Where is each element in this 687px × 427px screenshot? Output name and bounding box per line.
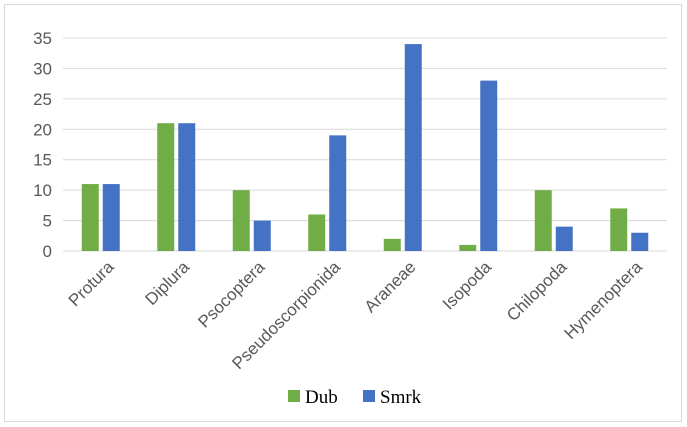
bar-smrk-chilopoda: [555, 226, 573, 251]
x-tick-label: Araneae: [361, 257, 420, 316]
y-tick-label: 30: [33, 59, 52, 78]
bar-dub-araneae: [383, 238, 401, 251]
y-tick-label: 0: [43, 242, 52, 261]
bar-dub-hymenoptera: [610, 208, 628, 251]
bar-smrk-hymenoptera: [631, 232, 649, 251]
bars: [81, 44, 649, 252]
legend-swatch-smrk: [363, 390, 375, 402]
bar-smrk-diplura: [178, 123, 196, 251]
x-tick-label: Isopoda: [439, 257, 496, 314]
x-tick-label: Psocoptera: [194, 257, 269, 332]
y-axis-ticks: 0 5 10 15 20 25 30 35: [33, 29, 52, 261]
y-tick-label: 10: [33, 181, 52, 200]
legend-swatch-dub: [288, 390, 300, 402]
legend: Dub Smrk: [288, 387, 422, 408]
bar-smrk-psocoptera: [253, 220, 271, 251]
bar-smrk-isopoda: [480, 80, 498, 251]
bar-dub-diplura: [157, 123, 175, 251]
gridlines: [63, 37, 667, 252]
bar-smrk-protura: [102, 184, 120, 251]
bar-dub-pseudoscorpionida: [308, 214, 326, 251]
bar-dub-psocoptera: [232, 190, 250, 251]
bar-dub-chilopoda: [534, 190, 552, 251]
y-tick-label: 5: [43, 212, 52, 231]
legend-label-dub: Dub: [305, 387, 338, 408]
x-axis-ticks: Protura Diplura PsocopteraPseudoscorpionid…: [65, 257, 647, 373]
legend-label-smrk: Smrk: [380, 387, 422, 408]
y-tick-label: 15: [33, 151, 52, 170]
x-tick-label: Diplura: [142, 257, 194, 309]
bar-smrk-pseudoscorpionida: [329, 135, 347, 251]
x-tick-label: Protura: [65, 257, 118, 310]
bar-smrk-araneae: [404, 44, 422, 252]
x-tick-label: Chilopoda: [503, 257, 571, 325]
y-tick-label: 25: [33, 90, 52, 109]
bar-dub-protura: [81, 184, 99, 251]
bar-dub-isopoda: [459, 244, 477, 251]
y-tick-label: 20: [33, 120, 52, 139]
x-tick-label: Hymenoptera: [560, 257, 646, 343]
y-tick-label: 35: [33, 29, 52, 48]
